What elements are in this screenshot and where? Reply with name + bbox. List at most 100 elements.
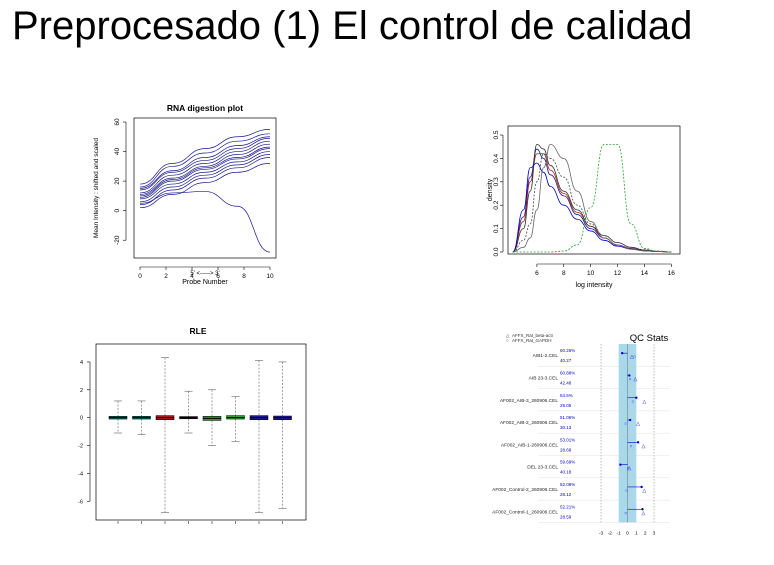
legend-marker-triangle: △ [506,333,510,338]
density-line [512,153,672,253]
axes: 0 2 4 6 8 10 -20 0 20 40 60 [114,118,274,280]
y-tick-label: 60 [114,118,121,126]
gapdh-marker: ○ [624,421,627,426]
scale-factor-point [641,508,644,511]
gapdh-marker: ○ [625,488,628,493]
legend: △ AFFX_Rat_beta-acti ○ AFFX_Rat_GAPDH [506,333,553,343]
x-tick-label: 10 [266,273,274,280]
beta-actin-marker: △ [641,510,645,516]
gapdh-marker: ○ [633,354,636,359]
row-background: 40.27 [560,358,572,363]
series-line [139,143,271,195]
y-tick-label: -6 [78,499,83,505]
series-line [139,137,271,191]
y-tick-label: 0.5 [493,130,500,139]
density-line [512,143,672,253]
row-percent-present: 53.01% [560,437,575,442]
y-tick-label: -4 [78,471,83,477]
beta-actin-marker: △ [627,466,631,472]
x-tick-label: 12 [614,270,622,277]
row-percent-present: 52.21% [560,504,575,509]
row-label: AF002_Control-1_260906.CEL [492,509,558,515]
y-tick-label: 0.1 [493,224,500,233]
row-label: AF002_Control-2_260906.CEL [492,487,558,493]
series-line [139,157,271,206]
rle-boxplot: RLE -6 -4 -2 0 2 4 [78,326,307,524]
chart-title: RNA digestion plot [167,103,243,113]
row-percent-present: 60.88% [560,370,575,375]
series-line [139,146,271,197]
beta-actin-marker: △ [642,488,646,494]
x-tick-label: -3 [599,530,604,536]
chart-title: RLE [190,326,207,336]
series-line [139,191,271,253]
series-lines [512,143,672,253]
plot-frame [507,125,681,255]
row-background: 28.68 [560,447,572,452]
x-tick-label: -2 [608,530,613,536]
density-line [512,143,672,253]
x-axis-label-2: Probe Number [182,279,228,286]
row-percent-present: 52.08% [560,482,575,487]
series-line [139,140,271,194]
x-tick-label: 1 [635,530,638,536]
legend-entry-2: AFFX_Rat_GAPDH [512,338,552,343]
y-axis-label: Mean Intensity : shifted and scaled [93,138,100,238]
scale-factor-point [640,485,643,489]
row-percent-present: 60.26% [560,348,575,353]
scale-factor-point [619,463,622,466]
y-tick-label: 0.3 [493,177,500,186]
gapdh-marker: ○ [631,399,634,404]
y-tick-label: 20 [114,177,121,185]
row-label: AF002_AIB-2_260906.CEL [500,420,558,426]
y-tick-label: 0.0 [493,247,500,256]
x-tick-label: 6 [535,270,539,277]
x-tick-label: -1 [617,530,622,536]
density-line [512,153,672,253]
y-tick-label: 0.2 [493,200,500,209]
beta-actin-marker: △ [636,421,640,427]
axes: 6 8 10 12 14 16 0.0 0.1 0.2 0.3 0.4 0.5 [493,130,675,277]
density-line [512,143,672,253]
row-background: 28.59 [560,514,572,519]
legend-marker-circle: ○ [506,338,509,343]
x-tick-label: 0 [138,273,142,280]
row-background: 40.18 [560,470,572,475]
row-background: 29.05 [560,403,572,408]
series-line [139,148,271,198]
row-percent-present: 54.5% [560,393,573,398]
y-tick-label: 2 [80,388,83,394]
x-axis-label: log intensity [576,282,613,289]
row-background: 42.48 [560,380,572,385]
row-label: AIB 23-3.CEL [529,375,559,381]
gapdh-marker: ○ [630,443,633,448]
series-line [139,163,271,209]
x-tick-label: 2 [164,273,168,280]
chart-title: QC Stats [630,333,669,344]
x-tick-label: 10 [587,270,595,277]
scale-factor-point [636,441,640,444]
y-tick-label: 4 [80,360,83,366]
series-lines [139,129,271,253]
y-tick-label: 40 [114,148,121,156]
gapdh-marker: ○ [629,376,632,381]
legend-entry-1: AFFX_Rat_beta-acti [512,333,553,338]
series-line [139,133,271,188]
beta-actin-marker: △ [642,399,646,405]
row-background: 30.13 [560,425,572,430]
scale-factor-point [628,374,631,377]
gapdh-marker: ○ [627,466,630,471]
row-label: AF002_AIB-3_260906.CEL [500,398,558,404]
x-tick-label: 8 [242,273,246,280]
series-line [139,129,271,185]
y-tick-label: 0.4 [493,154,500,163]
beta-actin-marker: △ [630,354,634,360]
qc-stats-chart: QC Stats △ AFFX_Rat_beta-acti ○ AFFX_Rat… [492,333,670,536]
y-axis-label: density [487,178,494,201]
y-tick-label: -20 [114,235,121,245]
x-tick-label: 6 [216,273,220,280]
density-line [512,162,672,253]
row-label: DEL 23-3.CEL [527,465,558,471]
beta-actin-marker: △ [634,376,638,382]
x-tick-label: 14 [641,270,649,277]
